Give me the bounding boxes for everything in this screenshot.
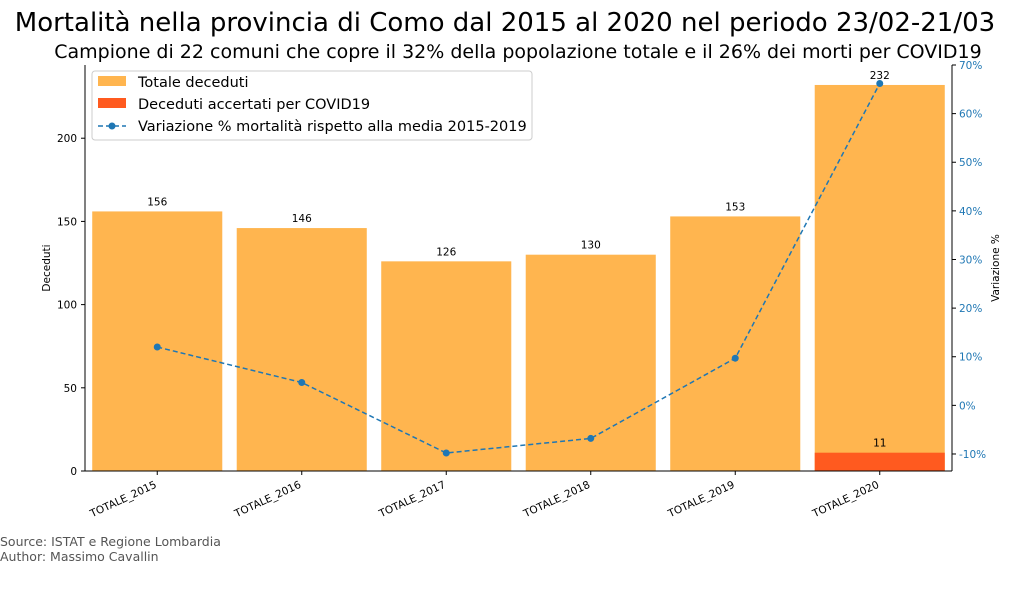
bar-label-totale: 130 (581, 240, 601, 252)
bar-label-totale: 156 (147, 196, 167, 208)
legend-swatch-covid (98, 98, 126, 108)
bar-label-totale: 153 (725, 201, 745, 213)
footer-author: Author: Massimo Cavallin (0, 549, 159, 564)
bar-label-totale: 146 (292, 213, 312, 225)
bar-label-covid19: 11 (873, 438, 886, 450)
bar-totale-deceduti (381, 261, 512, 471)
bar-totale-deceduti (92, 211, 223, 472)
y-tick-label: 200 (57, 133, 77, 145)
x-tick-label: TOTALE_2019 (665, 479, 736, 521)
legend-frame (91, 70, 533, 141)
y2-tick-label: -10% (959, 449, 986, 461)
point-variazione (731, 354, 739, 362)
x-tick-label: TOTALE_2018 (521, 479, 592, 521)
legend-swatch-totale (98, 76, 126, 86)
y2-tick-label: 20% (959, 303, 982, 315)
chart-subtitle: Campione di 22 comuni che copre il 32% d… (54, 41, 981, 63)
y-tick-label: 50 (64, 383, 77, 395)
y2-tick-label: 40% (959, 206, 982, 218)
point-variazione (587, 434, 595, 442)
y2-tick-label: 30% (959, 254, 982, 266)
point-variazione (442, 449, 450, 457)
bar-totale-deceduti (814, 84, 945, 471)
bar-totale-deceduti (670, 216, 801, 471)
legend: Totale deceduti Deceduti accertati per C… (91, 70, 533, 141)
legend-marker-variazione (108, 122, 116, 130)
legend-label-totale: Totale deceduti (137, 75, 249, 91)
y-axis-label: Deceduti (41, 244, 53, 291)
bar-label-totale: 126 (436, 246, 456, 258)
footer-source: Source: ISTAT e Regione Lombardia (0, 534, 221, 549)
y-tick-label: 100 (57, 300, 77, 312)
bar-label-totale: 232 (870, 70, 890, 82)
chart-title: Mortalità nella provincia di Como dal 20… (15, 8, 995, 38)
line-layer (153, 79, 884, 457)
bar-covid19 (814, 452, 945, 471)
y2-tick-label: 60% (959, 109, 982, 121)
line-variazione (157, 83, 881, 454)
bar-totale-deceduti (236, 228, 367, 471)
x-tick-label: TOTALE_2020 (810, 479, 881, 521)
point-variazione (876, 79, 884, 87)
x-tick-label: TOTALE_2016 (232, 479, 303, 521)
y2-tick-label: 0% (959, 400, 976, 412)
x-tick-label: TOTALE_2017 (376, 479, 447, 521)
bars-layer: 156 146 126 130 153 232 11 (92, 70, 945, 472)
legend-label-variazione: Variazione % mortalità rispetto alla med… (138, 119, 527, 135)
y2-tick-label: 50% (959, 157, 982, 169)
y-tick-label: 0 (70, 466, 77, 478)
point-variazione (153, 343, 161, 351)
y2-axis-label: Variazione % (990, 234, 1002, 302)
y2-tick-label: 70% (959, 60, 982, 72)
y2-tick-label: 10% (959, 352, 982, 364)
x-tick-label: TOTALE_2015 (87, 479, 158, 521)
legend-label-covid: Deceduti accertati per COVID19 (138, 97, 370, 113)
point-variazione (298, 379, 306, 387)
y-tick-label: 150 (57, 216, 77, 228)
